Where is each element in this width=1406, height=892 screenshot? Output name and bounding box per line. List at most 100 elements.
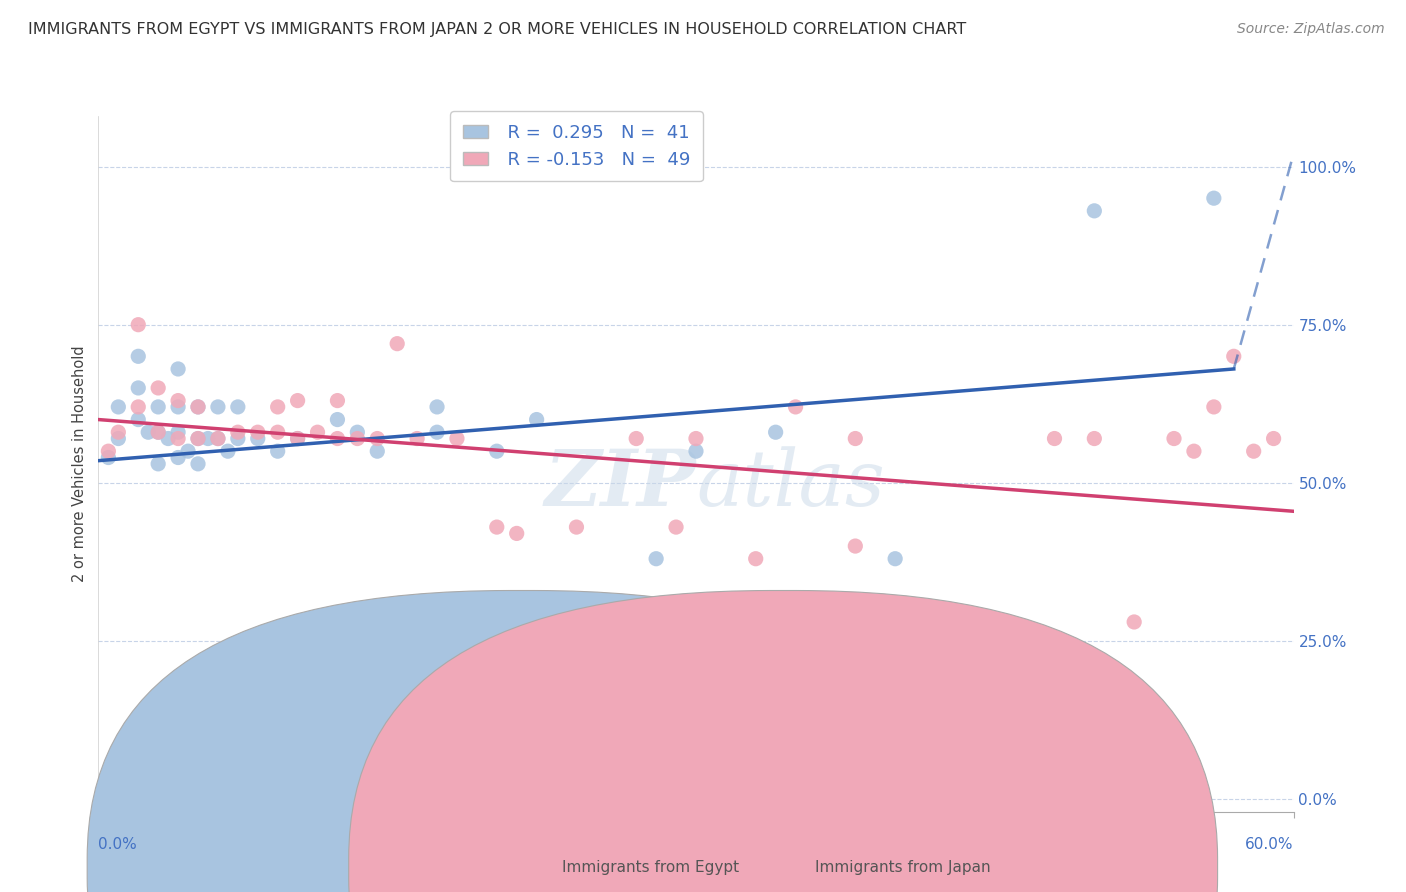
Point bbox=[127, 412, 149, 426]
Point bbox=[326, 432, 349, 446]
Point bbox=[943, 615, 966, 629]
Point bbox=[127, 381, 149, 395]
Point bbox=[246, 425, 269, 440]
Point bbox=[426, 425, 449, 440]
Point bbox=[983, 615, 1005, 629]
Text: ZIP: ZIP bbox=[544, 447, 696, 523]
Point bbox=[326, 393, 349, 408]
Point bbox=[785, 400, 807, 414]
Point bbox=[217, 444, 239, 458]
Point bbox=[526, 412, 548, 426]
Point bbox=[267, 425, 290, 440]
Point bbox=[1182, 444, 1205, 458]
Point bbox=[844, 432, 866, 446]
Point bbox=[267, 444, 290, 458]
Point bbox=[167, 425, 190, 440]
Point bbox=[624, 432, 647, 446]
Point bbox=[1163, 432, 1185, 446]
Point bbox=[107, 432, 129, 446]
Point bbox=[107, 400, 129, 414]
Point bbox=[446, 432, 468, 446]
Text: 0.0%: 0.0% bbox=[98, 837, 138, 852]
Point bbox=[1123, 615, 1146, 629]
Point bbox=[97, 444, 120, 458]
Point bbox=[148, 400, 170, 414]
Point bbox=[167, 400, 190, 414]
Text: atlas: atlas bbox=[696, 447, 884, 523]
Point bbox=[197, 432, 219, 446]
Point bbox=[107, 425, 129, 440]
Point bbox=[665, 520, 688, 534]
Text: Immigrants from Egypt: Immigrants from Egypt bbox=[562, 860, 740, 874]
Legend:   R =  0.295   N =  41,   R = -0.153   N =  49: R = 0.295 N = 41, R = -0.153 N = 49 bbox=[450, 112, 703, 181]
Point bbox=[226, 425, 249, 440]
Point bbox=[127, 318, 149, 332]
Point bbox=[97, 450, 120, 465]
Point bbox=[1043, 432, 1066, 446]
Point bbox=[207, 432, 229, 446]
Point bbox=[1202, 191, 1225, 205]
Point bbox=[246, 432, 269, 446]
Point bbox=[565, 520, 588, 534]
Point bbox=[346, 432, 368, 446]
Point bbox=[685, 432, 707, 446]
Point bbox=[148, 425, 170, 440]
Text: IMMIGRANTS FROM EGYPT VS IMMIGRANTS FROM JAPAN 2 OR MORE VEHICLES IN HOUSEHOLD C: IMMIGRANTS FROM EGYPT VS IMMIGRANTS FROM… bbox=[28, 22, 966, 37]
Point bbox=[127, 349, 149, 363]
Point bbox=[226, 432, 249, 446]
Point bbox=[157, 432, 180, 446]
Point bbox=[287, 432, 309, 446]
Point bbox=[187, 432, 209, 446]
Point bbox=[1243, 444, 1265, 458]
Point bbox=[136, 425, 159, 440]
Point bbox=[1083, 203, 1105, 218]
Point bbox=[406, 432, 429, 446]
Point bbox=[485, 444, 508, 458]
Point bbox=[307, 425, 329, 440]
Point bbox=[366, 432, 388, 446]
Point bbox=[366, 665, 388, 680]
Point bbox=[267, 400, 290, 414]
Point bbox=[167, 432, 190, 446]
Point bbox=[506, 526, 529, 541]
Point bbox=[148, 425, 170, 440]
Point bbox=[1083, 432, 1105, 446]
Point bbox=[884, 551, 907, 566]
Point bbox=[1263, 432, 1285, 446]
Text: 60.0%: 60.0% bbox=[1246, 837, 1294, 852]
Point bbox=[366, 444, 388, 458]
Point bbox=[765, 425, 787, 440]
Point bbox=[724, 634, 747, 648]
Point bbox=[148, 457, 170, 471]
Point bbox=[287, 432, 309, 446]
Point bbox=[226, 400, 249, 414]
Point bbox=[187, 400, 209, 414]
Point bbox=[187, 432, 209, 446]
Point bbox=[207, 400, 229, 414]
Point bbox=[485, 647, 508, 661]
Point bbox=[167, 393, 190, 408]
Text: Immigrants from Japan: Immigrants from Japan bbox=[815, 860, 991, 874]
Point bbox=[485, 520, 508, 534]
Y-axis label: 2 or more Vehicles in Household: 2 or more Vehicles in Household bbox=[72, 345, 87, 582]
Point bbox=[326, 412, 349, 426]
Point bbox=[426, 400, 449, 414]
Point bbox=[1202, 400, 1225, 414]
Point bbox=[844, 539, 866, 553]
Point bbox=[127, 400, 149, 414]
Point bbox=[385, 336, 409, 351]
Point bbox=[685, 444, 707, 458]
Point bbox=[207, 432, 229, 446]
Point bbox=[187, 400, 209, 414]
Text: Source: ZipAtlas.com: Source: ZipAtlas.com bbox=[1237, 22, 1385, 37]
Point bbox=[287, 393, 309, 408]
Point bbox=[148, 381, 170, 395]
Point bbox=[745, 551, 768, 566]
Point bbox=[187, 457, 209, 471]
Point bbox=[177, 444, 200, 458]
Point bbox=[645, 551, 668, 566]
Point bbox=[1222, 349, 1246, 363]
Point bbox=[167, 450, 190, 465]
Point bbox=[346, 425, 368, 440]
Point bbox=[167, 362, 190, 376]
